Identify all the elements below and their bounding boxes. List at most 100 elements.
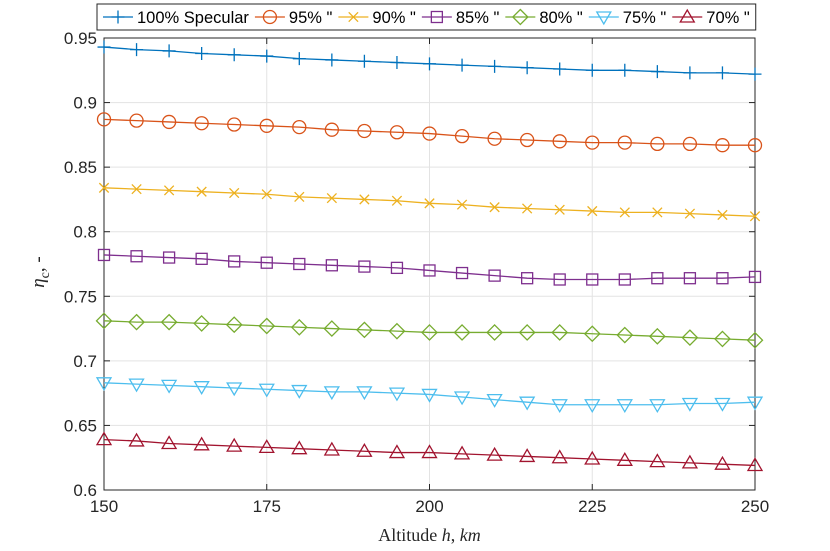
data-point bbox=[193, 314, 211, 332]
data-point bbox=[519, 396, 536, 411]
data-point bbox=[616, 326, 634, 344]
data-point bbox=[584, 399, 601, 414]
data-point bbox=[323, 441, 340, 456]
legend-label: 75% " bbox=[623, 9, 667, 27]
data-point bbox=[130, 43, 144, 57]
y-tick-label: 0.6 bbox=[73, 481, 97, 500]
data-point bbox=[585, 63, 599, 77]
data-point bbox=[390, 56, 404, 70]
data-point bbox=[714, 455, 731, 470]
data-point bbox=[748, 270, 762, 284]
axis-ticks: 150 175 200 225 250 0.6 0.65 0.7 0.75 0.8 0.85 0.9 0… bbox=[64, 29, 769, 516]
legend-item: 70% " bbox=[672, 8, 750, 27]
legend-label: 85% " bbox=[456, 9, 500, 27]
data-point bbox=[489, 202, 500, 213]
data-point bbox=[716, 272, 729, 285]
data-point bbox=[260, 49, 274, 63]
data-point bbox=[161, 114, 177, 130]
data-point bbox=[714, 330, 731, 348]
data-point bbox=[389, 125, 405, 140]
data-point bbox=[683, 66, 697, 80]
legend-item: 95% " bbox=[254, 9, 333, 27]
data-point bbox=[95, 377, 113, 392]
data-point bbox=[749, 211, 761, 222]
data-point bbox=[519, 448, 536, 463]
y-tick-label: 0.85 bbox=[64, 158, 97, 177]
data-point bbox=[323, 386, 340, 401]
data-point bbox=[616, 399, 633, 414]
data-point bbox=[421, 388, 438, 403]
x-tick-label: 200 bbox=[415, 497, 443, 516]
legend-item: 75% " bbox=[588, 9, 667, 27]
data-point bbox=[649, 453, 666, 468]
data-point bbox=[618, 273, 631, 286]
data-point bbox=[421, 324, 438, 341]
data-point bbox=[748, 67, 762, 81]
data-point bbox=[227, 48, 241, 62]
x-tick-label: 250 bbox=[741, 497, 769, 516]
legend: 100% Specular 95% " 90% " 85% " 80% " 75% " 70… bbox=[96, 3, 757, 31]
x-axis-label: Altitude h, km bbox=[378, 525, 481, 545]
legend-marker bbox=[511, 8, 529, 26]
data-point bbox=[551, 449, 568, 464]
data-point bbox=[97, 248, 111, 262]
series-6 bbox=[95, 431, 764, 472]
y-tick-label: 0.75 bbox=[64, 287, 97, 306]
data-point bbox=[355, 321, 373, 339]
data-point bbox=[681, 454, 699, 469]
data-point bbox=[486, 393, 503, 408]
legend-label: 95% " bbox=[289, 9, 333, 27]
data-point bbox=[258, 439, 275, 454]
data-point bbox=[357, 54, 371, 68]
data-point bbox=[453, 445, 471, 460]
data-point bbox=[553, 62, 567, 76]
y-tick-label: 0.7 bbox=[73, 352, 97, 371]
series-1 bbox=[96, 112, 763, 153]
legend-label: 100% Specular bbox=[137, 9, 249, 27]
data-point bbox=[616, 452, 633, 466]
data-point bbox=[128, 313, 145, 331]
series-4 bbox=[95, 312, 764, 349]
data-point bbox=[128, 378, 145, 393]
data-point bbox=[160, 435, 178, 450]
data-point bbox=[226, 382, 243, 397]
data-point bbox=[747, 138, 763, 153]
data-point bbox=[95, 312, 113, 330]
y-tick-label: 0.65 bbox=[64, 416, 97, 435]
data-point bbox=[130, 250, 143, 263]
data-point bbox=[325, 259, 339, 272]
legend-marker bbox=[595, 11, 612, 26]
data-point bbox=[131, 183, 142, 195]
series-3 bbox=[97, 248, 762, 286]
data-point bbox=[225, 316, 243, 334]
x-tick-label: 150 bbox=[90, 497, 118, 516]
data-point bbox=[422, 126, 437, 141]
data-point bbox=[746, 331, 764, 349]
data-point bbox=[683, 272, 697, 285]
legend-marker bbox=[430, 10, 444, 24]
data-point bbox=[617, 135, 632, 150]
data-point bbox=[520, 132, 535, 148]
data-point bbox=[746, 396, 764, 411]
data-point bbox=[228, 255, 241, 268]
data-point bbox=[163, 185, 175, 196]
data-point bbox=[583, 325, 601, 343]
data-point bbox=[455, 58, 469, 72]
data-point bbox=[227, 117, 242, 132]
series-0 bbox=[97, 40, 762, 81]
data-point bbox=[98, 182, 110, 193]
legend-marker bbox=[262, 9, 278, 25]
data-point bbox=[454, 128, 470, 144]
data-point bbox=[553, 273, 566, 286]
data-point bbox=[453, 324, 471, 341]
legend-label: 80% " bbox=[539, 9, 583, 27]
data-point bbox=[423, 57, 436, 71]
data-point bbox=[552, 134, 567, 149]
legend-marker bbox=[111, 10, 125, 24]
data-point bbox=[388, 387, 406, 402]
legend-label: 70% " bbox=[706, 9, 750, 27]
data-point bbox=[551, 399, 568, 414]
data-point bbox=[294, 191, 305, 202]
